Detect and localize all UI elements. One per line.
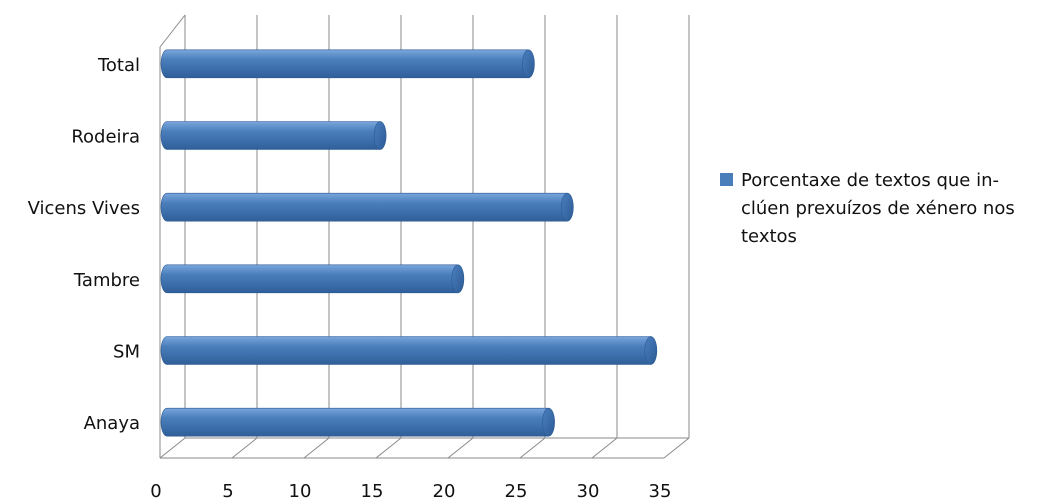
bar-total: [160, 49, 535, 79]
side-wall-top-edge: [159, 14, 186, 48]
x-tick-label: 0: [150, 481, 161, 502]
floor-gridline-15: [375, 437, 402, 459]
bar-anaya: [160, 407, 555, 437]
grid: [159, 14, 690, 459]
bar-tambre: [160, 264, 465, 294]
x-tick-label: 35: [649, 481, 672, 502]
bar-cap: [561, 192, 574, 222]
floor-gridline-25: [519, 437, 546, 459]
bar-cap: [373, 121, 387, 150]
x-tick-label: 25: [505, 481, 528, 502]
floor-gridline-10: [303, 437, 330, 459]
floor-gridline-0: [159, 437, 186, 459]
legend-line-3: textos: [741, 226, 797, 247]
bar-body: [160, 121, 381, 150]
bar-vicens-vives: [160, 192, 574, 222]
x-tick-label: 15: [361, 481, 384, 502]
floor-gridline-5: [231, 437, 258, 459]
x-tick-label: 20: [433, 481, 456, 502]
legend-swatch: [720, 173, 733, 186]
bar-sm: [160, 336, 658, 365]
floor-gridline-30: [591, 437, 618, 459]
floor-gridline-20: [447, 437, 474, 459]
legend-line-2: clúen prexuízos de xénero nos: [741, 198, 1015, 219]
y-category-label: Total: [97, 55, 140, 76]
y-category-label: SM: [113, 342, 140, 363]
bar-cap: [644, 336, 658, 365]
y-axis-categories: Anaya SM Tambre Vicens Vives Rodeira Total: [28, 55, 140, 434]
legend-line-1: Porcentaxe de textos que in-: [741, 170, 999, 191]
y-category-label: Anaya: [84, 413, 140, 434]
legend: Porcentaxe de textos que in- clúen prexu…: [720, 170, 1015, 247]
bar-body: [160, 49, 529, 79]
bar-body: [160, 336, 652, 365]
x-tick-label: 5: [222, 481, 233, 502]
x-tick-label: 30: [577, 481, 600, 502]
y-category-label: Vicens Vives: [28, 198, 140, 219]
bars: [160, 49, 658, 437]
bar-body: [160, 264, 459, 294]
floor-gridline-35: [663, 437, 690, 459]
y-category-label: Rodeira: [71, 127, 140, 148]
y-category-label: Tambre: [73, 270, 140, 291]
bar-body: [160, 407, 549, 437]
x-axis-ticks: 0 5 10 15 20 25 30 35: [150, 481, 671, 502]
bar-cap: [522, 49, 535, 79]
bar-rodeira: [160, 121, 387, 150]
bar-cap: [542, 407, 555, 437]
bar-cap: [451, 264, 465, 294]
bar-body: [160, 192, 568, 222]
x-tick-label: 10: [289, 481, 312, 502]
